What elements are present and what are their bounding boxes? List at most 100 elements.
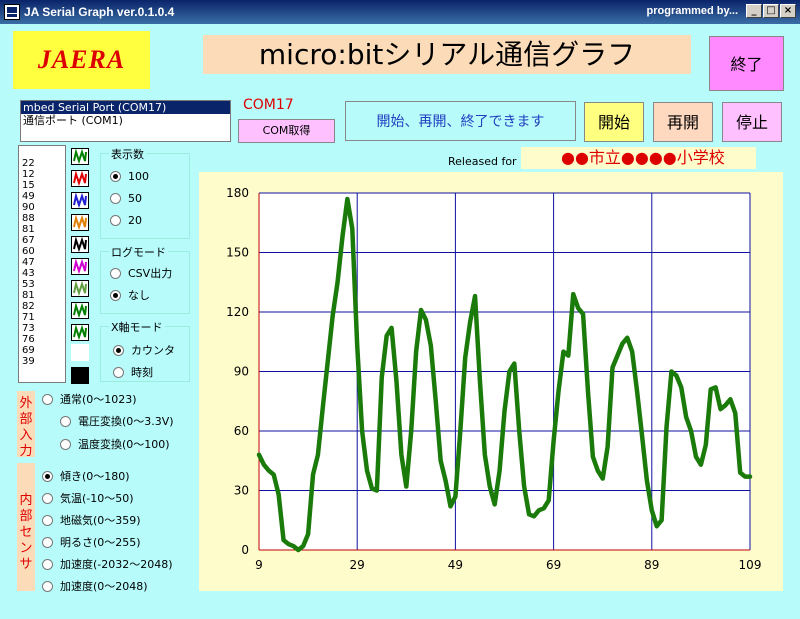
internal-sensor-option[interactable]: 気温(-10〜50) bbox=[42, 490, 134, 506]
value-item: 22 bbox=[22, 158, 35, 169]
radio-button[interactable] bbox=[60, 415, 71, 427]
radio-button[interactable] bbox=[113, 366, 124, 378]
radio-label: 気温(-10〜50) bbox=[60, 492, 134, 505]
series-swatch-icon[interactable] bbox=[71, 302, 89, 319]
released-for-label: Released for bbox=[448, 155, 517, 168]
x-mode-option[interactable]: カウンタ bbox=[113, 342, 175, 358]
radio-button[interactable] bbox=[110, 193, 121, 204]
series-swatch-icon[interactable] bbox=[71, 192, 89, 209]
log-mode-option[interactable]: CSV出力 bbox=[110, 265, 172, 281]
internal-sensor-option[interactable]: 地磁気(0〜359) bbox=[42, 512, 141, 528]
radio-label: 加速度(-2032〜2048) bbox=[60, 558, 173, 571]
chart-panel: 0 30 60 90 120 150 180 9 29 49 69 89 109 bbox=[199, 172, 783, 591]
radio-button[interactable] bbox=[110, 289, 121, 301]
radio-label: CSV出力 bbox=[128, 267, 173, 280]
stop-button[interactable]: 停止 bbox=[722, 102, 782, 142]
external-input-label: 外部入力 bbox=[17, 391, 35, 459]
internal-sensor-option[interactable]: 加速度(0〜2048) bbox=[42, 578, 148, 594]
log-mode-title: ログモード bbox=[109, 244, 168, 260]
exit-button[interactable]: 終了 bbox=[709, 36, 784, 91]
radio-button[interactable] bbox=[42, 393, 53, 405]
value-item: 43 bbox=[22, 268, 35, 279]
x-mode-group: X軸モード bbox=[100, 319, 190, 382]
value-item: 88 bbox=[22, 213, 35, 224]
value-item: 39 bbox=[22, 356, 35, 367]
series-swatch-icon[interactable] bbox=[71, 214, 89, 231]
value-item: 53 bbox=[22, 279, 35, 290]
x-tick-label: 49 bbox=[448, 558, 463, 572]
y-tick-label: 150 bbox=[226, 246, 249, 260]
value-item: 71 bbox=[22, 312, 35, 323]
radio-button[interactable] bbox=[42, 580, 53, 592]
start-button[interactable]: 開始 bbox=[584, 102, 644, 142]
series-swatch-icon[interactable] bbox=[71, 148, 89, 165]
window-title: JA Serial Graph ver.0.1.0.4 bbox=[24, 5, 175, 19]
series-swatch-icon[interactable] bbox=[71, 280, 89, 297]
radio-label: 地磁気(0〜359) bbox=[60, 514, 141, 527]
internal-sensor-label: 内部センサ bbox=[17, 463, 35, 591]
radio-button[interactable] bbox=[42, 492, 53, 504]
x-mode-option[interactable]: 時刻 bbox=[113, 364, 153, 380]
value-item: 15 bbox=[22, 180, 35, 191]
x-tick-label: 109 bbox=[739, 558, 762, 572]
maximize-button[interactable]: □ bbox=[763, 4, 779, 18]
series-swatch-icon[interactable] bbox=[71, 170, 89, 187]
radio-button[interactable] bbox=[110, 267, 121, 279]
series-swatch-icon[interactable] bbox=[71, 258, 89, 275]
external-input-option[interactable]: 電圧変換(0〜3.3V) bbox=[60, 413, 174, 429]
radio-label: 電圧変換(0〜3.3V) bbox=[78, 415, 174, 428]
radio-label: 明るさ(0〜255) bbox=[60, 536, 141, 549]
radio-button[interactable] bbox=[42, 558, 53, 570]
radio-label: 20 bbox=[128, 214, 142, 227]
log-mode-group: ログモード bbox=[100, 244, 190, 314]
series-line bbox=[256, 196, 753, 553]
value-item: 49 bbox=[22, 191, 35, 202]
y-tick-label: 90 bbox=[234, 365, 249, 379]
minimize-button[interactable]: _ bbox=[746, 4, 762, 18]
value-item: 47 bbox=[22, 257, 35, 268]
app-title: micro:bitシリアル通信グラフ bbox=[203, 35, 691, 74]
com-get-button[interactable]: COM取得 bbox=[238, 119, 335, 143]
value-item: 82 bbox=[22, 301, 35, 312]
value-list[interactable]: 22 12 15 49 90 88 81 67 60 47 43 53 81 82 71 73 76 69 39 bbox=[18, 145, 66, 383]
display-count-option[interactable]: 20 bbox=[110, 214, 142, 227]
value-item: 81 bbox=[22, 224, 35, 235]
radio-button[interactable] bbox=[110, 171, 121, 182]
value-item: 76 bbox=[22, 334, 35, 345]
external-input-option[interactable]: 温度変換(0〜100) bbox=[60, 436, 170, 452]
radio-button[interactable] bbox=[113, 344, 124, 356]
line-chart: 0 30 60 90 120 150 180 9 29 49 69 89 109 bbox=[226, 186, 762, 572]
port-item[interactable]: 通信ポート (COM1) bbox=[23, 114, 123, 127]
resume-button[interactable]: 再開 bbox=[653, 102, 713, 142]
display-count-title: 表示数 bbox=[109, 146, 146, 162]
swatch-blank bbox=[71, 344, 89, 361]
radio-button[interactable] bbox=[110, 215, 121, 226]
port-item[interactable]: mbed Serial Port (COM17) bbox=[21, 101, 230, 114]
app-icon bbox=[4, 4, 20, 20]
radio-button[interactable] bbox=[42, 470, 53, 482]
series-swatch-icon[interactable] bbox=[71, 324, 89, 341]
y-tick-label: 180 bbox=[226, 186, 249, 200]
radio-label: 50 bbox=[128, 192, 142, 205]
internal-sensor-option[interactable]: 明るさ(0〜255) bbox=[42, 534, 141, 550]
internal-sensor-option[interactable]: 加速度(-2032〜2048) bbox=[42, 556, 173, 572]
external-input-option[interactable]: 通常(0〜1023) bbox=[42, 391, 137, 407]
jaera-logo: JAERA bbox=[13, 31, 150, 89]
radio-button[interactable] bbox=[42, 514, 53, 526]
log-mode-option[interactable]: なし bbox=[110, 287, 150, 303]
display-count-option[interactable]: 100 bbox=[110, 170, 149, 183]
radio-button[interactable] bbox=[60, 438, 71, 450]
radio-button[interactable] bbox=[42, 536, 53, 548]
display-count-group: 表示数 bbox=[100, 146, 190, 239]
value-item: 60 bbox=[22, 246, 35, 257]
x-mode-title: X軸モード bbox=[109, 319, 165, 335]
x-tick-label: 9 bbox=[255, 558, 263, 572]
display-count-option[interactable]: 50 bbox=[110, 192, 142, 205]
internal-sensor-option[interactable]: 傾き(0〜180) bbox=[42, 468, 130, 484]
value-item: 67 bbox=[22, 235, 35, 246]
close-button[interactable]: × bbox=[780, 4, 796, 18]
radio-label: 傾き(0〜180) bbox=[60, 470, 130, 483]
serial-port-list[interactable]: mbed Serial Port (COM17) 通信ポート (COM1) bbox=[20, 100, 231, 142]
window-title-credit: programmed by... bbox=[646, 5, 738, 17]
series-swatch-icon[interactable] bbox=[71, 236, 89, 253]
